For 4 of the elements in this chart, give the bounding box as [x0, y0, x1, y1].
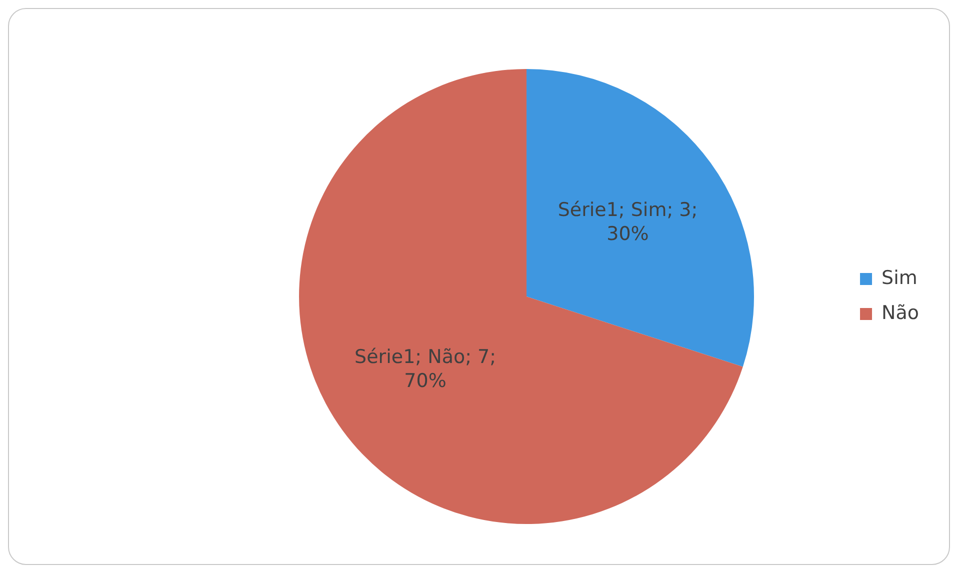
- legend-label: Sim: [882, 266, 918, 289]
- data-label: Série1; Não; 7; 70%: [354, 346, 496, 392]
- data-label: Série1; Sim; 3; 30%: [558, 198, 698, 245]
- legend-label: Não: [882, 302, 920, 324]
